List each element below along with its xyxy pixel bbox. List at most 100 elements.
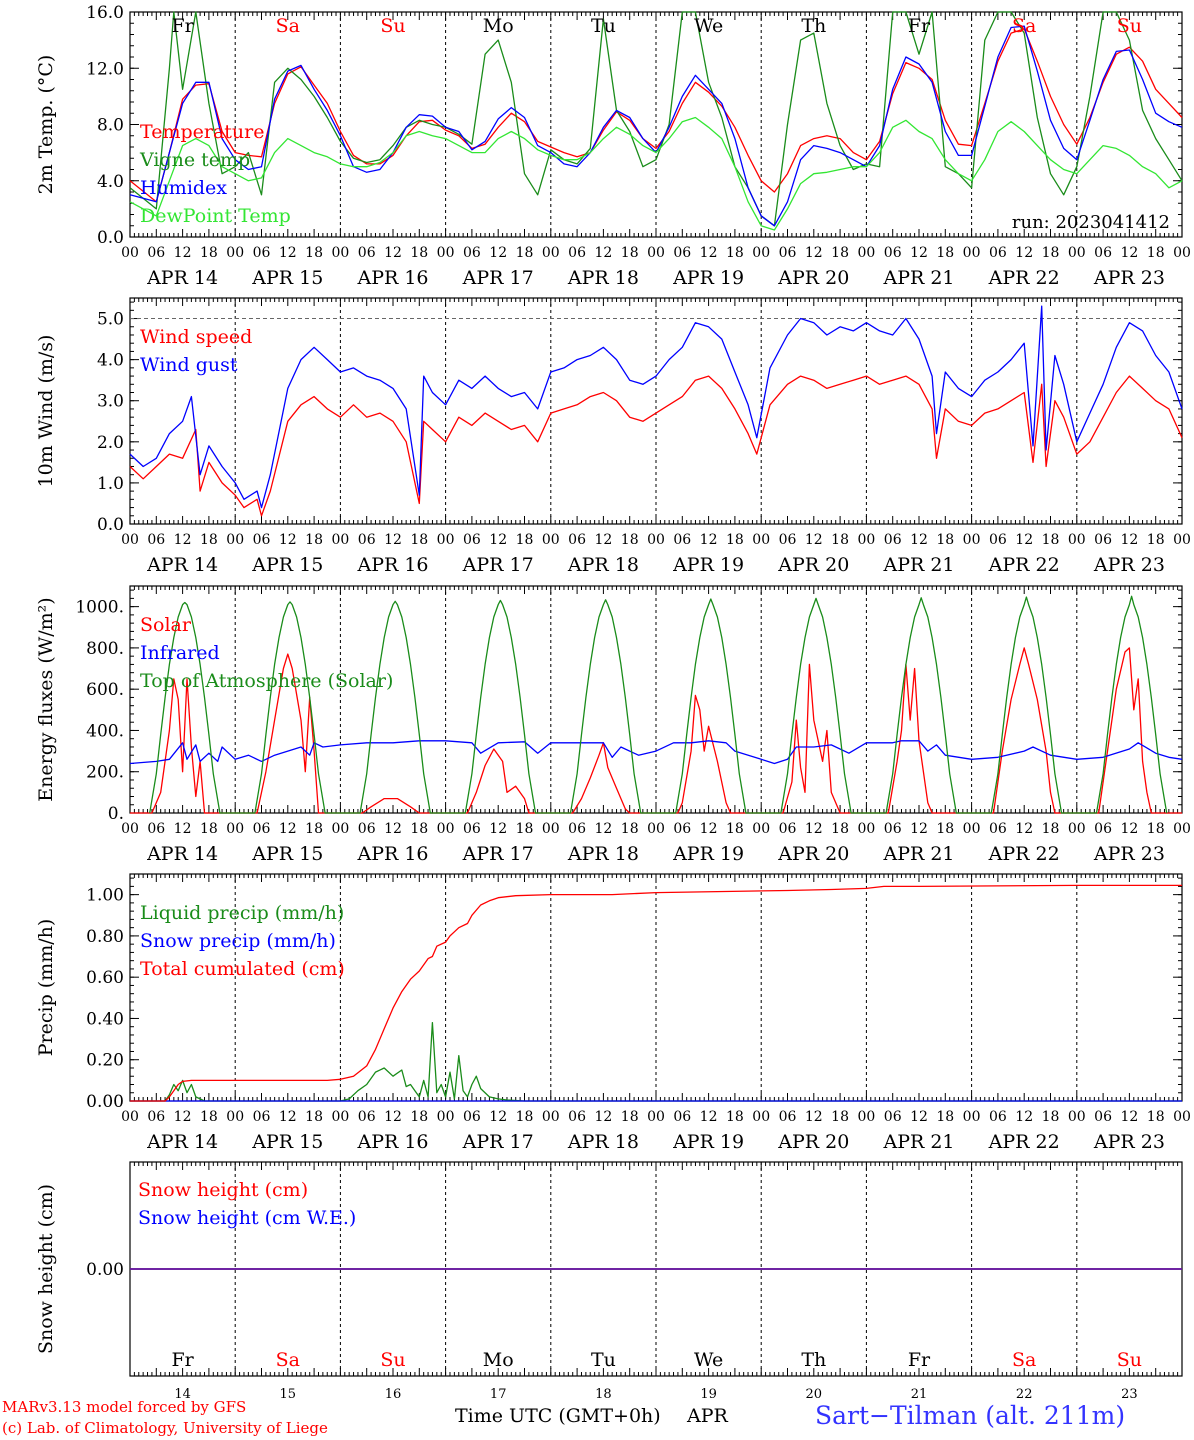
date-label: APR 17	[462, 1131, 534, 1153]
y-tick-label: 0.0	[97, 228, 124, 248]
hour-label: 12	[700, 245, 718, 261]
date-label: APR 22	[988, 1131, 1060, 1153]
day-number-label: 21	[911, 1387, 928, 1402]
hour-label: 18	[621, 821, 639, 837]
hour-label: 12	[1120, 245, 1138, 261]
date-label: APR 17	[462, 554, 534, 576]
weekday-label: Su	[1117, 1349, 1142, 1371]
hour-label: 18	[516, 1109, 534, 1125]
hour-label: 18	[200, 1109, 218, 1125]
hour-label: 12	[279, 1109, 297, 1125]
date-label: APR 15	[251, 267, 323, 289]
hour-label: 00	[542, 1109, 560, 1125]
legend-entry: Liquid precip (mm/h)	[140, 902, 344, 924]
hour-label: 06	[253, 821, 271, 837]
hour-label: 12	[1015, 245, 1033, 261]
day-number-label: 14	[174, 1387, 191, 1402]
weekday-label: We	[694, 1349, 723, 1371]
hour-label: 12	[805, 821, 823, 837]
weekday-label: We	[694, 15, 723, 37]
hour-label: 18	[726, 821, 744, 837]
y-tick-label: 400.	[86, 721, 124, 741]
legend-entry: Snow height (cm)	[138, 1179, 308, 1201]
hour-label: 06	[253, 245, 271, 261]
hour-label: 12	[174, 245, 192, 261]
hour-label: 18	[305, 532, 323, 548]
y-tick-label: 16.0	[86, 3, 124, 23]
hour-label: 12	[174, 532, 192, 548]
day-number-label: 19	[700, 1387, 717, 1402]
date-label: APR 18	[567, 267, 639, 289]
y-axis-title: Precip (mm/h)	[35, 919, 57, 1057]
hour-label: 00	[1068, 532, 1086, 548]
date-label: APR 14	[146, 843, 218, 865]
legend-entry: Snow precip (mm/h)	[140, 930, 336, 952]
hour-label: 00	[752, 1109, 770, 1125]
hour-label: 12	[910, 1109, 928, 1125]
hour-label: 00	[752, 532, 770, 548]
weekday-label: Sa	[1012, 15, 1036, 37]
y-tick-label: 2.0	[97, 433, 124, 453]
weekday-label: Tu	[591, 1349, 616, 1371]
hour-label: 12	[1120, 1109, 1138, 1125]
hour-label: 18	[1042, 1109, 1060, 1125]
hour-label: 06	[358, 821, 376, 837]
hour-label: 18	[1042, 245, 1060, 261]
series-line-liquid-precip-mm-h	[130, 1021, 1182, 1102]
temp-panel: 0.0 4.0 8.0 12.0 16.0 2m Temp. (°C) Temperatur…	[35, 3, 1191, 289]
y-tick-label: 3.0	[97, 392, 124, 412]
hour-label: 12	[1015, 532, 1033, 548]
hour-label: 06	[568, 532, 586, 548]
series-line-solar	[130, 647, 1182, 814]
legend-entry: DewPoint Temp	[140, 205, 291, 227]
date-label: APR 17	[462, 267, 534, 289]
date-label: APR 18	[567, 1131, 639, 1153]
hour-label: 12	[700, 1109, 718, 1125]
plot-frame	[129, 11, 1183, 238]
hour-label: 12	[805, 245, 823, 261]
hour-label: 06	[463, 532, 481, 548]
hour-label: 18	[305, 1109, 323, 1125]
hour-label: 00	[226, 245, 244, 261]
hour-label: 06	[989, 245, 1007, 261]
wind-panel: 0.0 1.0 2.0 3.0 4.0 5.0 10m Wind (m/s) Wind spe…	[35, 297, 1191, 576]
legend-entry: Total cumulated (cm)	[140, 958, 345, 980]
hour-label: 06	[253, 1109, 271, 1125]
legend-entry: Top of Atmosphere (Solar)	[140, 670, 393, 692]
y-tick-label: 0.40	[86, 1009, 124, 1029]
hour-label: 18	[1147, 532, 1165, 548]
date-label: APR 16	[356, 554, 428, 576]
hour-label: 06	[779, 245, 797, 261]
y-tick-label: 8.0	[97, 116, 124, 136]
model-credit-line: MARv3.13 model forced by GFS	[2, 1398, 247, 1416]
hour-label: 18	[936, 245, 954, 261]
hour-label: 06	[1094, 1109, 1112, 1125]
y-tick-label: 0.20	[86, 1051, 124, 1071]
hour-label: 12	[805, 1109, 823, 1125]
date-label: APR 19	[672, 267, 744, 289]
date-label: APR 16	[356, 1131, 428, 1153]
date-label: APR 20	[777, 1131, 849, 1153]
hour-label: 12	[594, 245, 612, 261]
series-line-top-of-atmosphere-solar	[149, 595, 1168, 814]
hour-label: 18	[936, 821, 954, 837]
snow-panel: 0.00 Snow height (cm) Snow height (cm) Snow…	[35, 1161, 1183, 1402]
weekday-label: Mo	[483, 1349, 514, 1371]
legend-entry: Vigne temp	[139, 149, 250, 171]
hour-label: 06	[989, 821, 1007, 837]
y-tick-label: 4.0	[97, 351, 124, 371]
hour-label: 06	[673, 1109, 691, 1125]
date-label: APR 22	[988, 843, 1060, 865]
hour-label: 06	[463, 245, 481, 261]
hour-label: 06	[779, 1109, 797, 1125]
legend-entry: Snow height (cm W.E.)	[138, 1207, 356, 1229]
hour-label: 00	[963, 821, 981, 837]
hour-label: 12	[1015, 1109, 1033, 1125]
hour-label: 18	[936, 1109, 954, 1125]
hour-label: 06	[673, 532, 691, 548]
hour-label: 00	[437, 821, 455, 837]
y-tick-label: 5.0	[97, 310, 124, 330]
day-number-label: 16	[385, 1387, 402, 1402]
energy-panel: 0. 200. 400. 600. 800. 1000. Energy fluxes (W/…	[35, 585, 1191, 865]
day-number-label: 22	[1016, 1387, 1033, 1402]
